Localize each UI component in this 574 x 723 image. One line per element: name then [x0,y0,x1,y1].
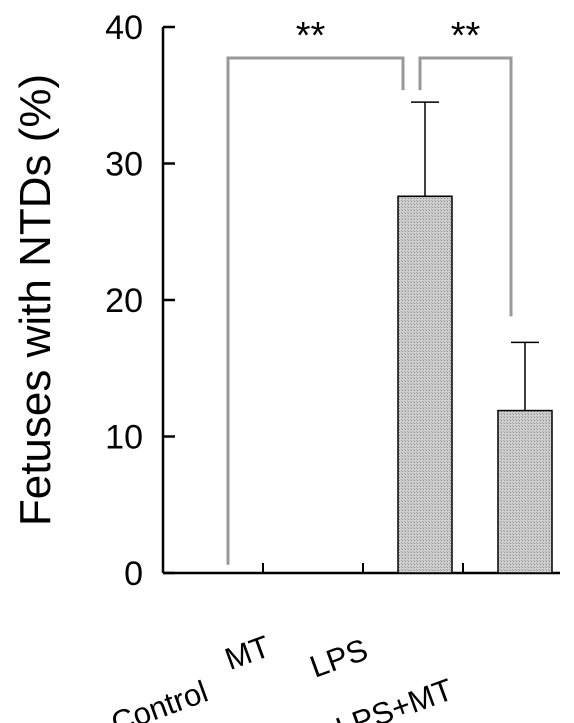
y-tick-label: 10 [105,419,143,457]
x-category-label: LPS [305,632,372,685]
significance-label: ** [451,15,481,57]
y-axis-title: Fetuses with NTDs (%) [11,74,60,526]
bar-lps [397,195,453,574]
x-category-label: MT [220,629,274,677]
x-category-label: Control [107,674,213,723]
significance-bracket [226,56,405,565]
significance-bracket [418,56,513,317]
y-tick-label: 30 [105,146,143,184]
significance-label: ** [296,15,326,57]
y-tick-label: 0 [124,555,143,593]
x-category-label: LPS+MT [331,672,457,723]
bar-lps-mt [497,409,553,574]
y-tick-label: 40 [105,9,143,47]
y-tick-label: 20 [105,282,143,320]
